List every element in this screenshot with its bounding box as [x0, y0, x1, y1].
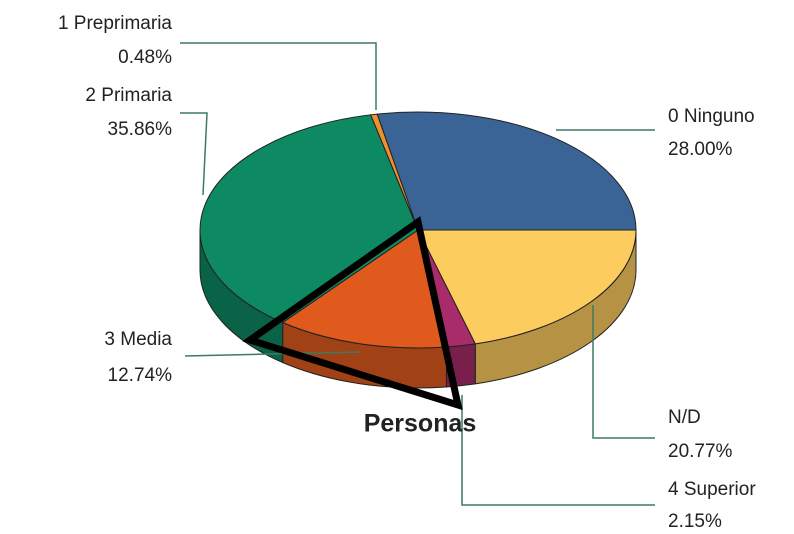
slice-label: N/D: [668, 407, 701, 428]
slice-label: 1 Preprimaria: [58, 13, 172, 34]
leader-line: [180, 42, 377, 110]
slice-value-label: 12.74%: [108, 365, 173, 386]
chart-title: Personas: [364, 410, 477, 438]
leader-line: [184, 351, 361, 357]
slice: [199, 114, 419, 324]
slice-value-label: 2.15%: [668, 511, 722, 532]
leader-line: [592, 305, 655, 439]
slice: [417, 229, 637, 345]
slice-value-label: 35.86%: [108, 119, 173, 140]
slice-label: 0 Ninguno: [668, 106, 755, 127]
slice-label: 2 Primaria: [85, 85, 172, 106]
slice-label: 4 Superior: [668, 479, 756, 500]
leader-line: [461, 395, 655, 506]
slice-value-label: 28.00%: [668, 139, 733, 160]
slice: [369, 113, 419, 231]
slice-value-label: 0.48%: [118, 47, 172, 68]
leader-line: [180, 112, 208, 196]
slice: [376, 111, 637, 231]
pie-tops: [199, 111, 637, 349]
triangle-annotation: [242, 216, 463, 411]
slice: [281, 229, 448, 349]
slice-value-label: 20.77%: [668, 441, 733, 462]
labels: 0 Ninguno 28.00% N/D 20.77% 4 Superior 2.15% 3…: [58, 13, 756, 532]
slice-label: 3 Media: [104, 329, 172, 350]
